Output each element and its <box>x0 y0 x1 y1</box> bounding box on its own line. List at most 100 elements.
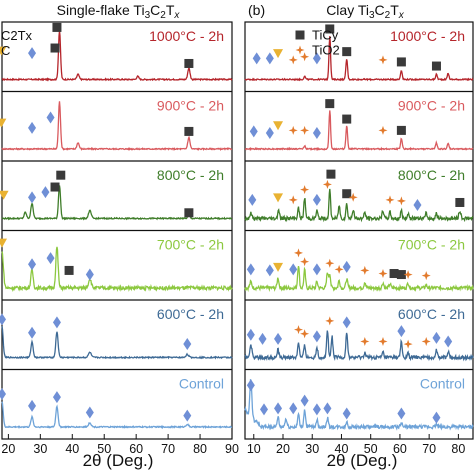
marker-star-b-3-7 <box>325 258 335 268</box>
series-line-a-4 <box>1 325 233 360</box>
marker-tri-b-2-1 <box>273 193 284 203</box>
marker-sq-b-1-6 <box>325 99 335 109</box>
panel-a-title: Single-flake Ti3C2Tx <box>57 2 181 21</box>
marker-star-b-1-4 <box>300 125 310 135</box>
marker-sq-b-3-12 <box>389 269 399 279</box>
marker-dia-b-4-10 <box>397 325 406 338</box>
marker-sq-b-0-7 <box>342 47 352 57</box>
series-label-b-1: 900°C - 2h <box>398 98 465 114</box>
x-tick-label-b-5: 60 <box>393 442 407 456</box>
marker-dia-a-4-0 <box>0 313 6 326</box>
marker-star-b-4-11 <box>403 339 413 349</box>
marker-dia-b-5-2 <box>274 402 283 415</box>
panel-a-legend-1: C2Tx <box>1 28 33 43</box>
marker-dia-b-3-9 <box>342 260 351 273</box>
series-line-a-0 <box>1 30 233 82</box>
marker-sq-a-2-3 <box>50 182 60 192</box>
series-label-a-2: 800°C - 2h <box>157 167 224 183</box>
marker-dia-a-4-3 <box>183 338 192 351</box>
marker-dia-b-5-1 <box>260 403 268 416</box>
marker-tri-b-0-2 <box>273 49 284 59</box>
marker-dia-b-5-9 <box>432 411 441 424</box>
marker-star-b-4-8 <box>360 337 370 346</box>
marker-sq-b-0-10 <box>431 61 441 71</box>
x-tick-label-a-4: 60 <box>129 442 143 456</box>
marker-dia-a-5-3 <box>85 406 94 419</box>
marker-dia-b-3-3 <box>289 263 298 276</box>
marker-star-b-4-12 <box>421 337 431 346</box>
marker-sq-a-0-3 <box>52 22 62 32</box>
marker-dia-b-3-0 <box>246 263 255 276</box>
marker-star-b-3-5 <box>300 257 310 267</box>
marker-star-b-4-3 <box>294 325 303 335</box>
marker-star-b-2-5 <box>322 179 332 189</box>
marker-star-b-4-6 <box>325 316 335 326</box>
marker-sq-b-1-9 <box>396 125 406 135</box>
marker-dia-a-1-2 <box>46 111 55 124</box>
x-tick-label-a-3: 50 <box>97 442 111 456</box>
series-line-b-2 <box>244 188 474 223</box>
marker-star-b-3-8 <box>334 264 344 274</box>
x-tick-label-b-1: 20 <box>276 442 290 456</box>
marker-sq-a-1-3 <box>184 126 194 136</box>
marker-star-b-0-8 <box>378 55 388 65</box>
marker-dia-b-3-1 <box>265 264 274 277</box>
series-line-a-1 <box>1 101 233 152</box>
marker-dia-b-5-0 <box>246 379 255 392</box>
marker-dia-b-0-5 <box>312 52 321 65</box>
marker-dia-a-4-2 <box>52 316 61 329</box>
marker-dia-b-1-0 <box>249 125 258 138</box>
marker-dia-a-1-1 <box>28 121 37 134</box>
marker-star-b-4-4 <box>300 329 310 339</box>
series-line-b-3 <box>244 265 474 293</box>
marker-sq-a-2-4 <box>56 170 66 180</box>
marker-dia-b-4-1 <box>258 332 267 345</box>
marker-dia-a-3-2 <box>46 252 55 265</box>
series-label-b-2: 800°C - 2h <box>398 167 465 183</box>
marker-tri-b-3-2 <box>273 262 284 272</box>
marker-dia-b-0-1 <box>265 52 274 65</box>
marker-dia-b-0-0 <box>252 52 261 65</box>
x-tick-label-a-0: 20 <box>1 442 15 456</box>
marker-star-b-3-14 <box>403 270 413 280</box>
marker-dia-a-5-4 <box>183 409 192 422</box>
series-line-a-2 <box>1 185 233 221</box>
series-label-a-5: Control <box>179 376 224 392</box>
x-tick-label-b-0: 10 <box>247 442 261 456</box>
marker-star-b-2-2 <box>288 195 298 205</box>
x-tick-label-b-6: 70 <box>422 442 436 456</box>
marker-star-b-3-10 <box>360 265 370 275</box>
series-label-a-0: 1000°C - 2h <box>149 28 224 44</box>
marker-dia-b-5-3 <box>289 402 298 415</box>
x-tick-label-a-2: 40 <box>65 442 79 456</box>
marker-dia-b-5-7 <box>342 407 351 420</box>
marker-dia-a-5-0 <box>0 387 6 400</box>
marker-dia-a-0-1 <box>28 47 37 60</box>
marker-star-b-1-8 <box>378 125 388 135</box>
marker-sq-a-0-2 <box>50 43 60 53</box>
series-line-a-3 <box>1 246 233 293</box>
marker-sq-b-1-7 <box>342 114 352 124</box>
marker-star-b-0-3 <box>288 55 298 65</box>
series-line-b-5 <box>244 378 474 431</box>
panel-b-xlabel: 2θ (Deg.) <box>327 451 398 470</box>
series-label-a-1: 900°C - 2h <box>157 98 224 114</box>
series-line-a-5 <box>1 401 233 430</box>
marker-tri-a-3-0 <box>0 238 7 248</box>
legend-sq-icon <box>295 30 305 40</box>
marker-tri-a-2-0 <box>0 190 9 200</box>
panel-a-legend-2: C <box>1 43 10 58</box>
marker-dia-a-5-2 <box>52 391 61 404</box>
marker-star-b-2-3 <box>300 185 310 195</box>
marker-dia-a-3-4 <box>85 268 94 281</box>
marker-dia-b-4-0 <box>246 328 255 341</box>
marker-dia-b-3-6 <box>312 263 321 276</box>
marker-star-b-1-3 <box>288 125 298 135</box>
marker-sq-b-2-7 <box>342 189 352 199</box>
marker-dia-a-2-1 <box>28 191 37 204</box>
marker-sq-a-2-5 <box>184 208 194 218</box>
marker-star-b-2-8 <box>348 192 358 202</box>
marker-dia-b-4-13 <box>432 331 441 344</box>
marker-dia-a-4-1 <box>28 326 37 339</box>
